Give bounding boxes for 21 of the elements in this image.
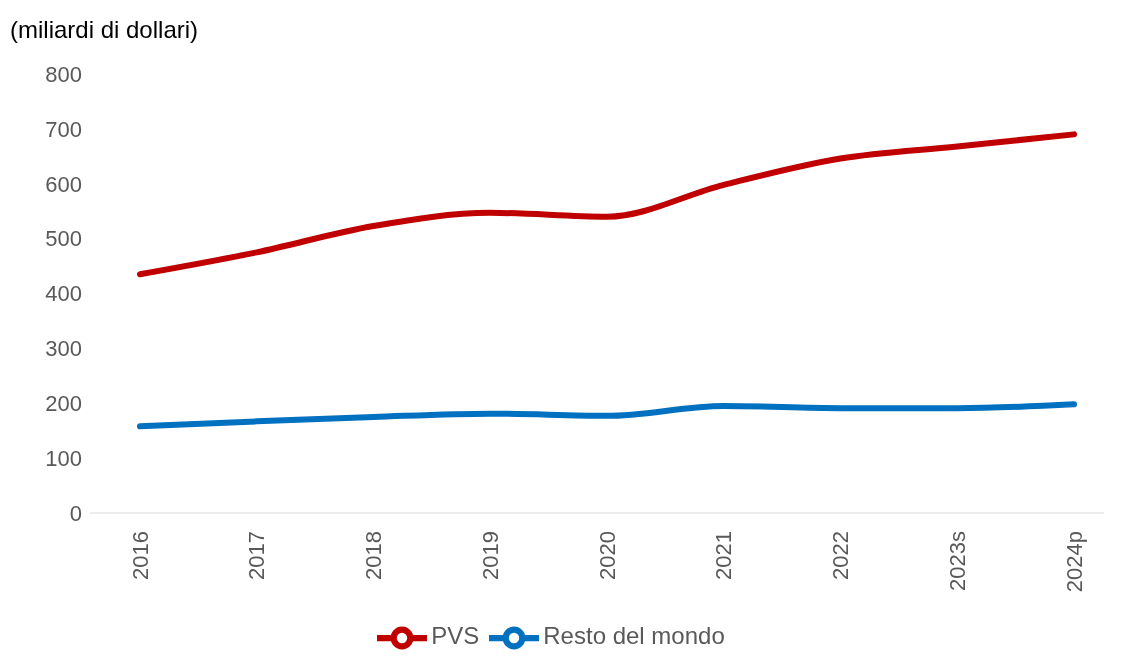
x-tick-label: 2023s — [944, 531, 970, 591]
x-tick-label: 2022 — [828, 531, 853, 580]
y-tick-label: 100 — [45, 445, 82, 471]
legend-label: Resto del mondo — [543, 622, 725, 650]
y-tick-label: 500 — [45, 226, 82, 252]
y-axis-title: (miliardi di dollari) — [10, 16, 199, 44]
x-tick-label: 2019 — [477, 531, 503, 580]
y-tick-label: 400 — [45, 281, 82, 307]
x-tick-label: 2021 — [711, 531, 737, 580]
y-tick-label: 600 — [45, 171, 82, 197]
x-tick-label: 2020 — [594, 531, 620, 580]
y-tick-label: 200 — [45, 391, 82, 417]
legend-label: PVS — [431, 622, 480, 650]
y-tick-label: 700 — [45, 116, 82, 142]
x-tick-label: 2017 — [244, 531, 270, 580]
x-tick-label: 2016 — [127, 531, 153, 580]
x-tick-label: 2018 — [361, 531, 386, 580]
y-tick-label: 300 — [45, 336, 82, 362]
y-tick-label: 0 — [69, 500, 82, 526]
x-tick-label: 2024p — [1061, 531, 1087, 593]
y-tick-label: 800 — [45, 61, 82, 87]
